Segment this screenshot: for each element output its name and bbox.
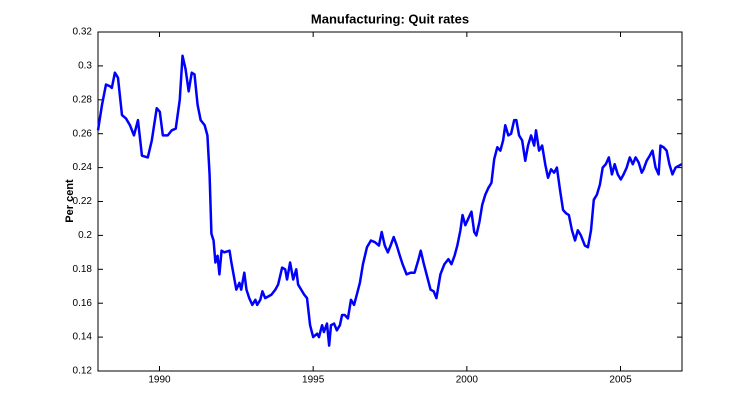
y-tick-label: 0.26 (73, 128, 93, 139)
y-tick-label: 0.24 (73, 162, 93, 173)
y-tick-label: 0.22 (73, 196, 93, 207)
y-tick-label: 0.16 (73, 298, 93, 309)
y-tick-label: 0.3 (78, 61, 92, 72)
x-tick-label: 1990 (148, 375, 171, 386)
x-tick-label: 2005 (609, 375, 632, 386)
chart-title: Manufacturing: Quit rates (311, 11, 469, 26)
y-tick-label: 0.28 (73, 94, 93, 105)
y-tick-label: 0.32 (73, 27, 93, 38)
x-tick-label: 2000 (456, 375, 479, 386)
x-tick-label: 1995 (302, 375, 325, 386)
data-line (96, 54, 683, 347)
y-tick-label: 0.14 (73, 332, 93, 343)
y-tick-label: 0.18 (73, 264, 93, 275)
y-tick-label: 0.2 (78, 230, 92, 241)
y-tick-label: 0.12 (73, 366, 93, 377)
y-axis-label: Per cent (64, 179, 76, 223)
